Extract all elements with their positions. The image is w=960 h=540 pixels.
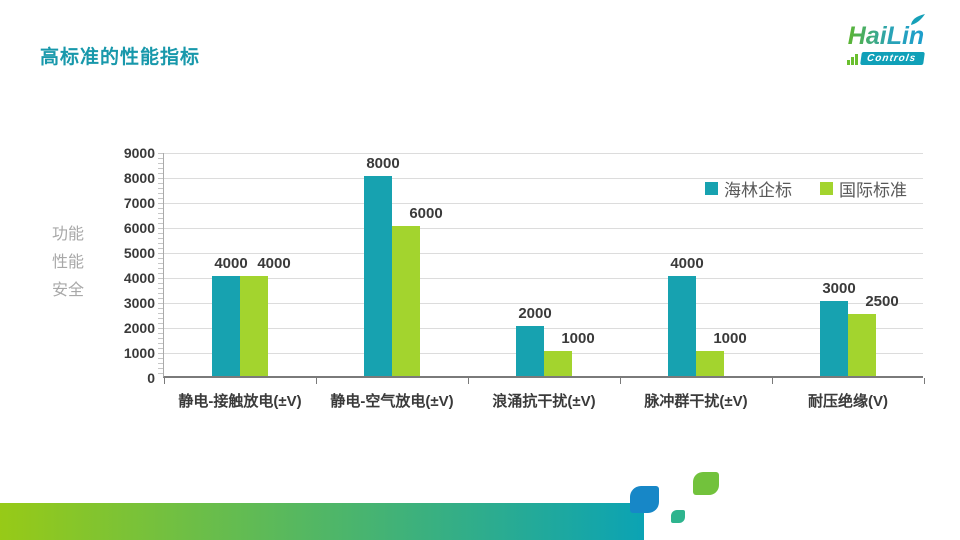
y-tick-label: 2000 xyxy=(123,320,155,336)
y-tick-label: 9000 xyxy=(123,145,155,161)
category-label: 浪涌抗干扰(±V) xyxy=(492,393,596,410)
value-label: 2000 xyxy=(518,305,552,322)
category-label: 耐压绝缘(V) xyxy=(808,393,888,410)
x-axis-tick xyxy=(924,378,925,384)
legend-label: 国际标准 xyxy=(839,181,907,200)
legend-label: 海林企标 xyxy=(724,181,792,200)
y-axis-labels: 0 1000 2000 3000 4000 5000 6000 7000 8000 9000 xyxy=(60,145,155,386)
category-label: 静电-接触放电(±V) xyxy=(178,393,302,410)
gridline xyxy=(164,253,923,254)
value-label: 2500 xyxy=(865,292,899,310)
page-title: 高标准的性能指标 xyxy=(40,47,201,68)
value-label: 4000 xyxy=(214,255,248,272)
bar-series-1 xyxy=(516,326,544,376)
y-axis-minor-ticks xyxy=(158,153,163,376)
y-tick-label: 5000 xyxy=(123,245,155,261)
x-axis-tick xyxy=(620,378,621,384)
bar-series-2 xyxy=(544,351,572,376)
category-label: 静电-空气放电(±V) xyxy=(330,393,454,410)
legend-swatch xyxy=(820,182,833,195)
logo-brand: HaiLin xyxy=(847,14,926,51)
value-label: 4000 xyxy=(257,255,291,272)
bar-series-1 xyxy=(820,301,848,376)
chart-legend: 海林企标 国际标准 xyxy=(677,176,907,201)
gridline xyxy=(164,228,923,229)
value-label: 3000 xyxy=(822,280,856,297)
y-axis-title-line: 性能 xyxy=(52,254,85,271)
bar-series-2 xyxy=(240,276,268,376)
y-axis-title-line: 安全 xyxy=(52,282,85,299)
gridline xyxy=(164,203,923,204)
plot-area: 海林企标 国际标准 静电-接触放电(±V) 4000 4000 静电-空气放电(±V) 8… xyxy=(158,153,925,410)
legend-swatch xyxy=(705,182,718,195)
gridline xyxy=(164,278,923,279)
logo-subline: Controls xyxy=(834,52,938,65)
leaf-icon xyxy=(911,14,926,25)
legend-item: 国际标准 xyxy=(820,176,907,201)
x-axis-tick xyxy=(316,378,317,384)
logo-brand-text: HaiLin xyxy=(847,22,925,50)
bar-series-2 xyxy=(696,351,724,376)
value-label: 8000 xyxy=(366,155,400,172)
value-label: 1000 xyxy=(713,330,747,347)
x-axis-tick xyxy=(468,378,469,384)
x-axis-tick xyxy=(772,378,773,384)
y-axis-title: 功能 性能 安全 xyxy=(52,221,84,305)
y-tick-label: 3000 xyxy=(123,295,155,311)
signal-bars-icon xyxy=(847,54,859,65)
x-axis-tick xyxy=(164,378,165,384)
gridline xyxy=(164,178,923,179)
y-tick-label: 6000 xyxy=(123,220,155,236)
deco-square-green xyxy=(693,472,719,495)
category-label: 脉冲群干扰(±V) xyxy=(644,393,748,410)
value-label: 6000 xyxy=(409,205,443,222)
deco-square-blue xyxy=(630,486,659,513)
bar-series-1 xyxy=(668,276,696,376)
gridline xyxy=(164,303,923,304)
y-tick-label: 1000 xyxy=(123,345,155,361)
logo-sub-text: Controls xyxy=(860,52,926,65)
gridline xyxy=(164,153,923,154)
y-tick-label: 8000 xyxy=(123,170,155,186)
deco-square-teal xyxy=(671,510,685,523)
bar-series-1 xyxy=(364,176,392,376)
bar-series-2 xyxy=(848,313,876,376)
bar-series-2 xyxy=(392,226,420,376)
gradient-bar xyxy=(0,503,644,540)
value-label: 1000 xyxy=(561,330,595,347)
y-axis-title-line: 功能 xyxy=(52,226,85,243)
y-tick-label: 0 xyxy=(147,370,155,386)
y-tick-label: 7000 xyxy=(123,195,155,211)
value-label: 4000 xyxy=(670,255,704,272)
hailin-logo: HaiLin Controls xyxy=(834,14,938,65)
legend-item: 海林企标 xyxy=(705,176,792,201)
y-tick-label: 4000 xyxy=(123,270,155,286)
bar-series-1 xyxy=(212,276,240,376)
